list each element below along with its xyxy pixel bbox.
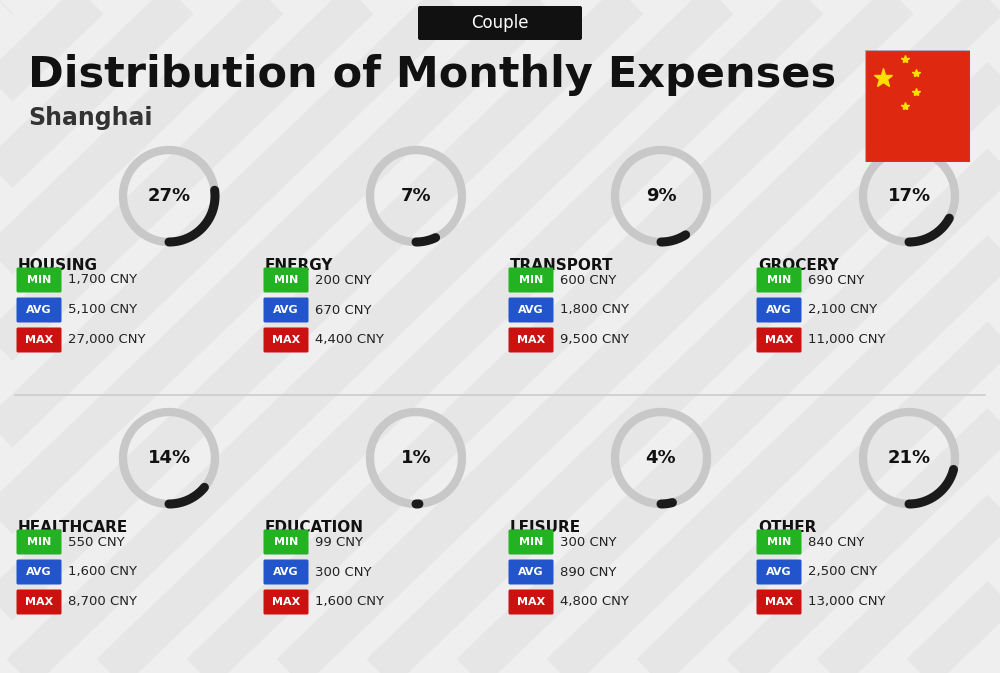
Text: 300 CNY: 300 CNY xyxy=(560,536,616,548)
Text: MIN: MIN xyxy=(767,537,791,547)
Text: MIN: MIN xyxy=(274,275,298,285)
Text: 17%: 17% xyxy=(887,187,931,205)
Text: OTHER: OTHER xyxy=(758,520,816,535)
Text: Shanghai: Shanghai xyxy=(28,106,152,130)
FancyBboxPatch shape xyxy=(16,328,62,353)
FancyBboxPatch shape xyxy=(865,50,970,162)
Text: AVG: AVG xyxy=(26,567,52,577)
Text: AVG: AVG xyxy=(273,305,299,315)
Text: MIN: MIN xyxy=(767,275,791,285)
Text: AVG: AVG xyxy=(766,305,792,315)
Text: 21%: 21% xyxy=(887,449,931,467)
Text: 2,500 CNY: 2,500 CNY xyxy=(808,565,877,579)
Text: 670 CNY: 670 CNY xyxy=(315,304,372,316)
Text: 14%: 14% xyxy=(147,449,191,467)
Text: AVG: AVG xyxy=(26,305,52,315)
Text: MIN: MIN xyxy=(27,275,51,285)
FancyBboxPatch shape xyxy=(509,559,554,584)
FancyBboxPatch shape xyxy=(509,590,554,614)
Text: MAX: MAX xyxy=(25,597,53,607)
Text: 4,400 CNY: 4,400 CNY xyxy=(315,334,384,347)
FancyBboxPatch shape xyxy=(264,590,308,614)
Text: MIN: MIN xyxy=(274,537,298,547)
Text: 1,600 CNY: 1,600 CNY xyxy=(315,596,384,608)
Text: 27,000 CNY: 27,000 CNY xyxy=(68,334,146,347)
Text: MIN: MIN xyxy=(519,275,543,285)
Text: 9%: 9% xyxy=(646,187,676,205)
FancyBboxPatch shape xyxy=(264,297,308,322)
Text: 9,500 CNY: 9,500 CNY xyxy=(560,334,629,347)
Text: LEISURE: LEISURE xyxy=(510,520,581,535)
FancyBboxPatch shape xyxy=(509,297,554,322)
Text: 1%: 1% xyxy=(401,449,431,467)
FancyBboxPatch shape xyxy=(757,267,802,293)
FancyBboxPatch shape xyxy=(757,297,802,322)
Text: MAX: MAX xyxy=(765,335,793,345)
Text: 11,000 CNY: 11,000 CNY xyxy=(808,334,886,347)
FancyBboxPatch shape xyxy=(264,328,308,353)
FancyBboxPatch shape xyxy=(264,267,308,293)
Text: 4,800 CNY: 4,800 CNY xyxy=(560,596,629,608)
Text: 5,100 CNY: 5,100 CNY xyxy=(68,304,137,316)
Text: 27%: 27% xyxy=(147,187,191,205)
Text: 13,000 CNY: 13,000 CNY xyxy=(808,596,886,608)
Text: 2,100 CNY: 2,100 CNY xyxy=(808,304,877,316)
Text: Distribution of Monthly Expenses: Distribution of Monthly Expenses xyxy=(28,54,836,96)
Text: MAX: MAX xyxy=(517,597,545,607)
FancyBboxPatch shape xyxy=(757,559,802,584)
FancyBboxPatch shape xyxy=(264,530,308,555)
Text: MAX: MAX xyxy=(517,335,545,345)
FancyBboxPatch shape xyxy=(16,297,62,322)
Text: MAX: MAX xyxy=(272,335,300,345)
FancyBboxPatch shape xyxy=(16,590,62,614)
Text: 1,800 CNY: 1,800 CNY xyxy=(560,304,629,316)
Text: AVG: AVG xyxy=(766,567,792,577)
Text: 600 CNY: 600 CNY xyxy=(560,273,616,287)
Text: 840 CNY: 840 CNY xyxy=(808,536,864,548)
Text: MIN: MIN xyxy=(519,537,543,547)
Text: 7%: 7% xyxy=(401,187,431,205)
FancyBboxPatch shape xyxy=(16,559,62,584)
Text: AVG: AVG xyxy=(518,305,544,315)
Text: HEALTHCARE: HEALTHCARE xyxy=(18,520,128,535)
Text: 690 CNY: 690 CNY xyxy=(808,273,864,287)
Text: ENERGY: ENERGY xyxy=(265,258,334,273)
Text: GROCERY: GROCERY xyxy=(758,258,839,273)
Text: HOUSING: HOUSING xyxy=(18,258,98,273)
FancyBboxPatch shape xyxy=(264,559,308,584)
Text: MAX: MAX xyxy=(272,597,300,607)
FancyBboxPatch shape xyxy=(757,530,802,555)
FancyBboxPatch shape xyxy=(418,6,582,40)
FancyBboxPatch shape xyxy=(509,267,554,293)
Text: MAX: MAX xyxy=(25,335,53,345)
Text: 890 CNY: 890 CNY xyxy=(560,565,616,579)
Text: 200 CNY: 200 CNY xyxy=(315,273,372,287)
Text: 99 CNY: 99 CNY xyxy=(315,536,363,548)
FancyBboxPatch shape xyxy=(509,530,554,555)
Text: TRANSPORT: TRANSPORT xyxy=(510,258,614,273)
Text: 1,700 CNY: 1,700 CNY xyxy=(68,273,137,287)
Text: AVG: AVG xyxy=(518,567,544,577)
Text: 4%: 4% xyxy=(646,449,676,467)
Text: 1,600 CNY: 1,600 CNY xyxy=(68,565,137,579)
FancyBboxPatch shape xyxy=(16,267,62,293)
Text: 550 CNY: 550 CNY xyxy=(68,536,125,548)
FancyBboxPatch shape xyxy=(757,590,802,614)
Text: MIN: MIN xyxy=(27,537,51,547)
FancyBboxPatch shape xyxy=(16,530,62,555)
Text: MAX: MAX xyxy=(765,597,793,607)
Text: Couple: Couple xyxy=(471,14,529,32)
FancyBboxPatch shape xyxy=(509,328,554,353)
Text: AVG: AVG xyxy=(273,567,299,577)
Text: 8,700 CNY: 8,700 CNY xyxy=(68,596,137,608)
FancyBboxPatch shape xyxy=(757,328,802,353)
Text: 300 CNY: 300 CNY xyxy=(315,565,372,579)
Text: EDUCATION: EDUCATION xyxy=(265,520,364,535)
